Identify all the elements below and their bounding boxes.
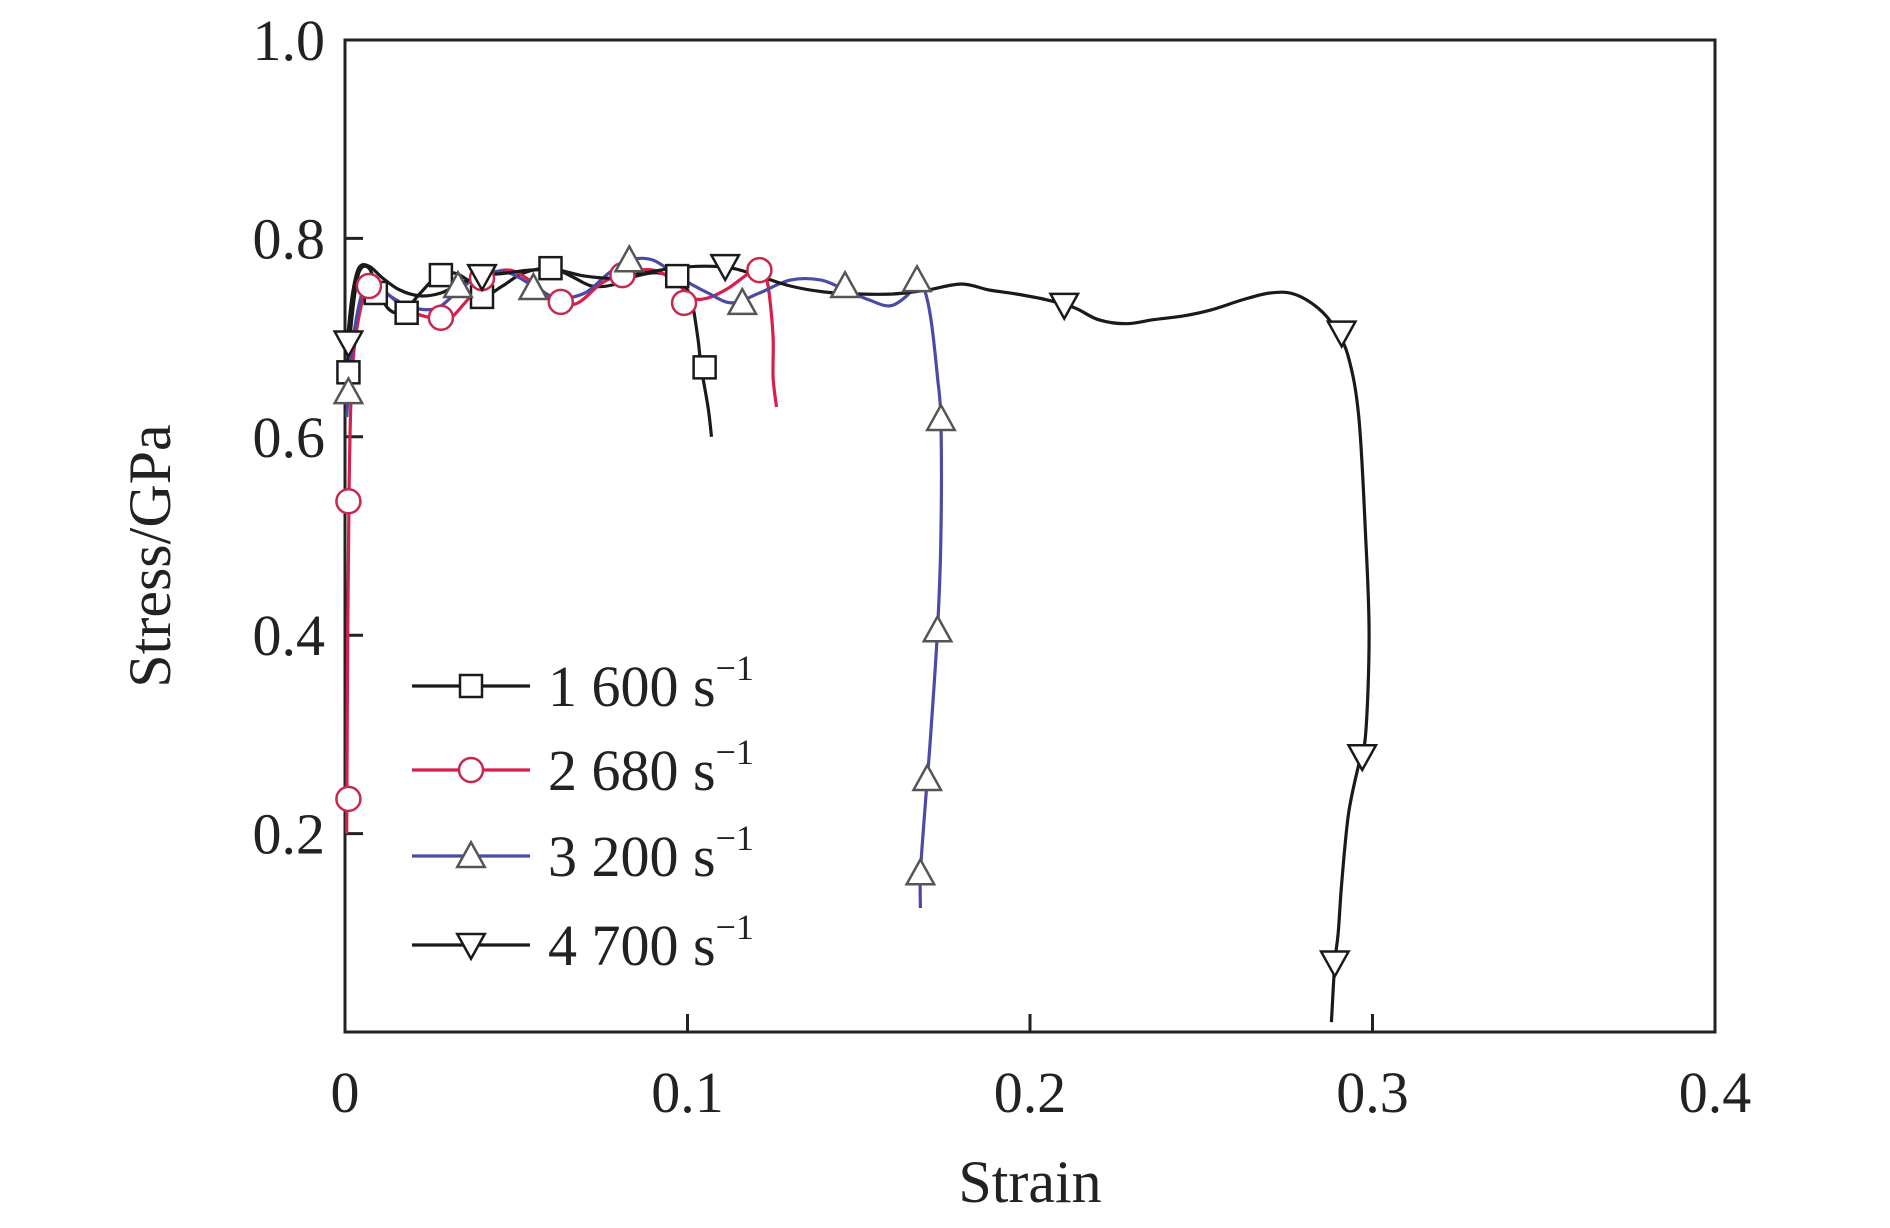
- data-point-triangle-up: [921, 613, 954, 643]
- legend-item: 1 600 s−1: [412, 648, 754, 719]
- legend-marker-triangle-up: [455, 839, 487, 869]
- data-point-circle: [355, 272, 383, 300]
- y-tick-label: 0.6: [253, 405, 326, 470]
- legend-label-superscript: −1: [716, 732, 754, 772]
- x-tick-label: 0.3: [1336, 1060, 1409, 1125]
- legend-label-text: 2 680 s: [548, 738, 716, 803]
- y-tick-label: 0.4: [253, 603, 326, 668]
- series-4700-line: [345, 262, 1371, 1023]
- legend-marker-circle: [457, 756, 485, 784]
- data-point-square: [538, 255, 563, 281]
- y-tick-label: 0.2: [253, 802, 326, 867]
- legend-item: 4 700 s−1: [412, 907, 754, 978]
- data-point-triangle-up: [442, 269, 474, 299]
- data-point-triangle-up: [901, 263, 933, 293]
- legend-label: 2 680 s−1: [548, 732, 754, 803]
- data-point-triangle-down: [1048, 292, 1081, 322]
- legend-label-text: 4 700 s: [548, 913, 716, 978]
- data-point-triangle-down: [1325, 320, 1358, 349]
- data-point-triangle-up: [726, 286, 759, 316]
- data-point-triangle-down: [1318, 950, 1351, 979]
- y-tick-label: 0.8: [253, 206, 326, 271]
- data-point-triangle-up: [517, 271, 550, 301]
- y-tick-label: 1.0: [253, 8, 326, 73]
- data-point-square: [394, 300, 419, 326]
- y-axis-title: Stress/GPa: [117, 424, 183, 687]
- legend-marker-square: [458, 673, 484, 699]
- x-axis-title: Strain: [958, 1149, 1101, 1215]
- data-point-triangle-up: [829, 269, 861, 299]
- data-point-square: [428, 262, 454, 288]
- data-point-circle: [670, 289, 698, 317]
- legend-item: 2 680 s−1: [412, 732, 754, 803]
- x-tick-label: 0.1: [651, 1060, 724, 1125]
- data-point-square: [692, 355, 717, 380]
- x-tick-label: 0.2: [994, 1060, 1067, 1125]
- data-point-triangle-down: [1346, 743, 1379, 773]
- legend-label: 4 700 s−1: [548, 907, 754, 978]
- x-tick-label: 0: [331, 1060, 360, 1125]
- series-lines: [345, 256, 1371, 1023]
- data-point-triangle-down: [709, 253, 742, 283]
- data-point-triangle-down: [332, 330, 365, 359]
- data-point-circle: [335, 785, 362, 813]
- legend-label-superscript: −1: [716, 907, 754, 947]
- data-point-triangle-up: [911, 762, 944, 792]
- data-point-triangle-up: [332, 375, 365, 405]
- data-point-circle: [427, 304, 455, 332]
- tick-labels: 0 0.1 0.2 0.3 0.4 0.2 0.4 0.6 0.8 1.0: [253, 8, 1752, 1125]
- data-point-circle: [335, 488, 362, 515]
- legend-label: 1 600 s−1: [548, 648, 754, 719]
- axis-ticks: [345, 236, 1374, 1032]
- legend-label-superscript: −1: [716, 648, 754, 688]
- data-point-square: [664, 263, 690, 289]
- x-tick-label: 0.4: [1679, 1060, 1752, 1125]
- legend-item: 3 200 s−1: [412, 818, 754, 889]
- legend-label-text: 3 200 s: [548, 824, 716, 889]
- series-3200-line: [345, 256, 943, 909]
- legend-marker-triangle-down: [455, 932, 487, 962]
- legend: 1 600 s−12 680 s−13 200 s−14 700 s−1: [412, 648, 754, 978]
- data-point-triangle-up: [613, 243, 646, 273]
- data-point-triangle-down: [466, 263, 498, 293]
- data-point-circle: [547, 288, 575, 316]
- data-point-circle: [746, 256, 773, 284]
- legend-label-text: 1 600 s: [548, 654, 716, 719]
- legend-label-superscript: −1: [716, 818, 754, 858]
- series-markers: [332, 243, 1379, 979]
- data-point-triangle-up: [925, 402, 957, 432]
- data-point-triangle-up: [904, 856, 937, 886]
- legend-label: 3 200 s−1: [548, 818, 754, 889]
